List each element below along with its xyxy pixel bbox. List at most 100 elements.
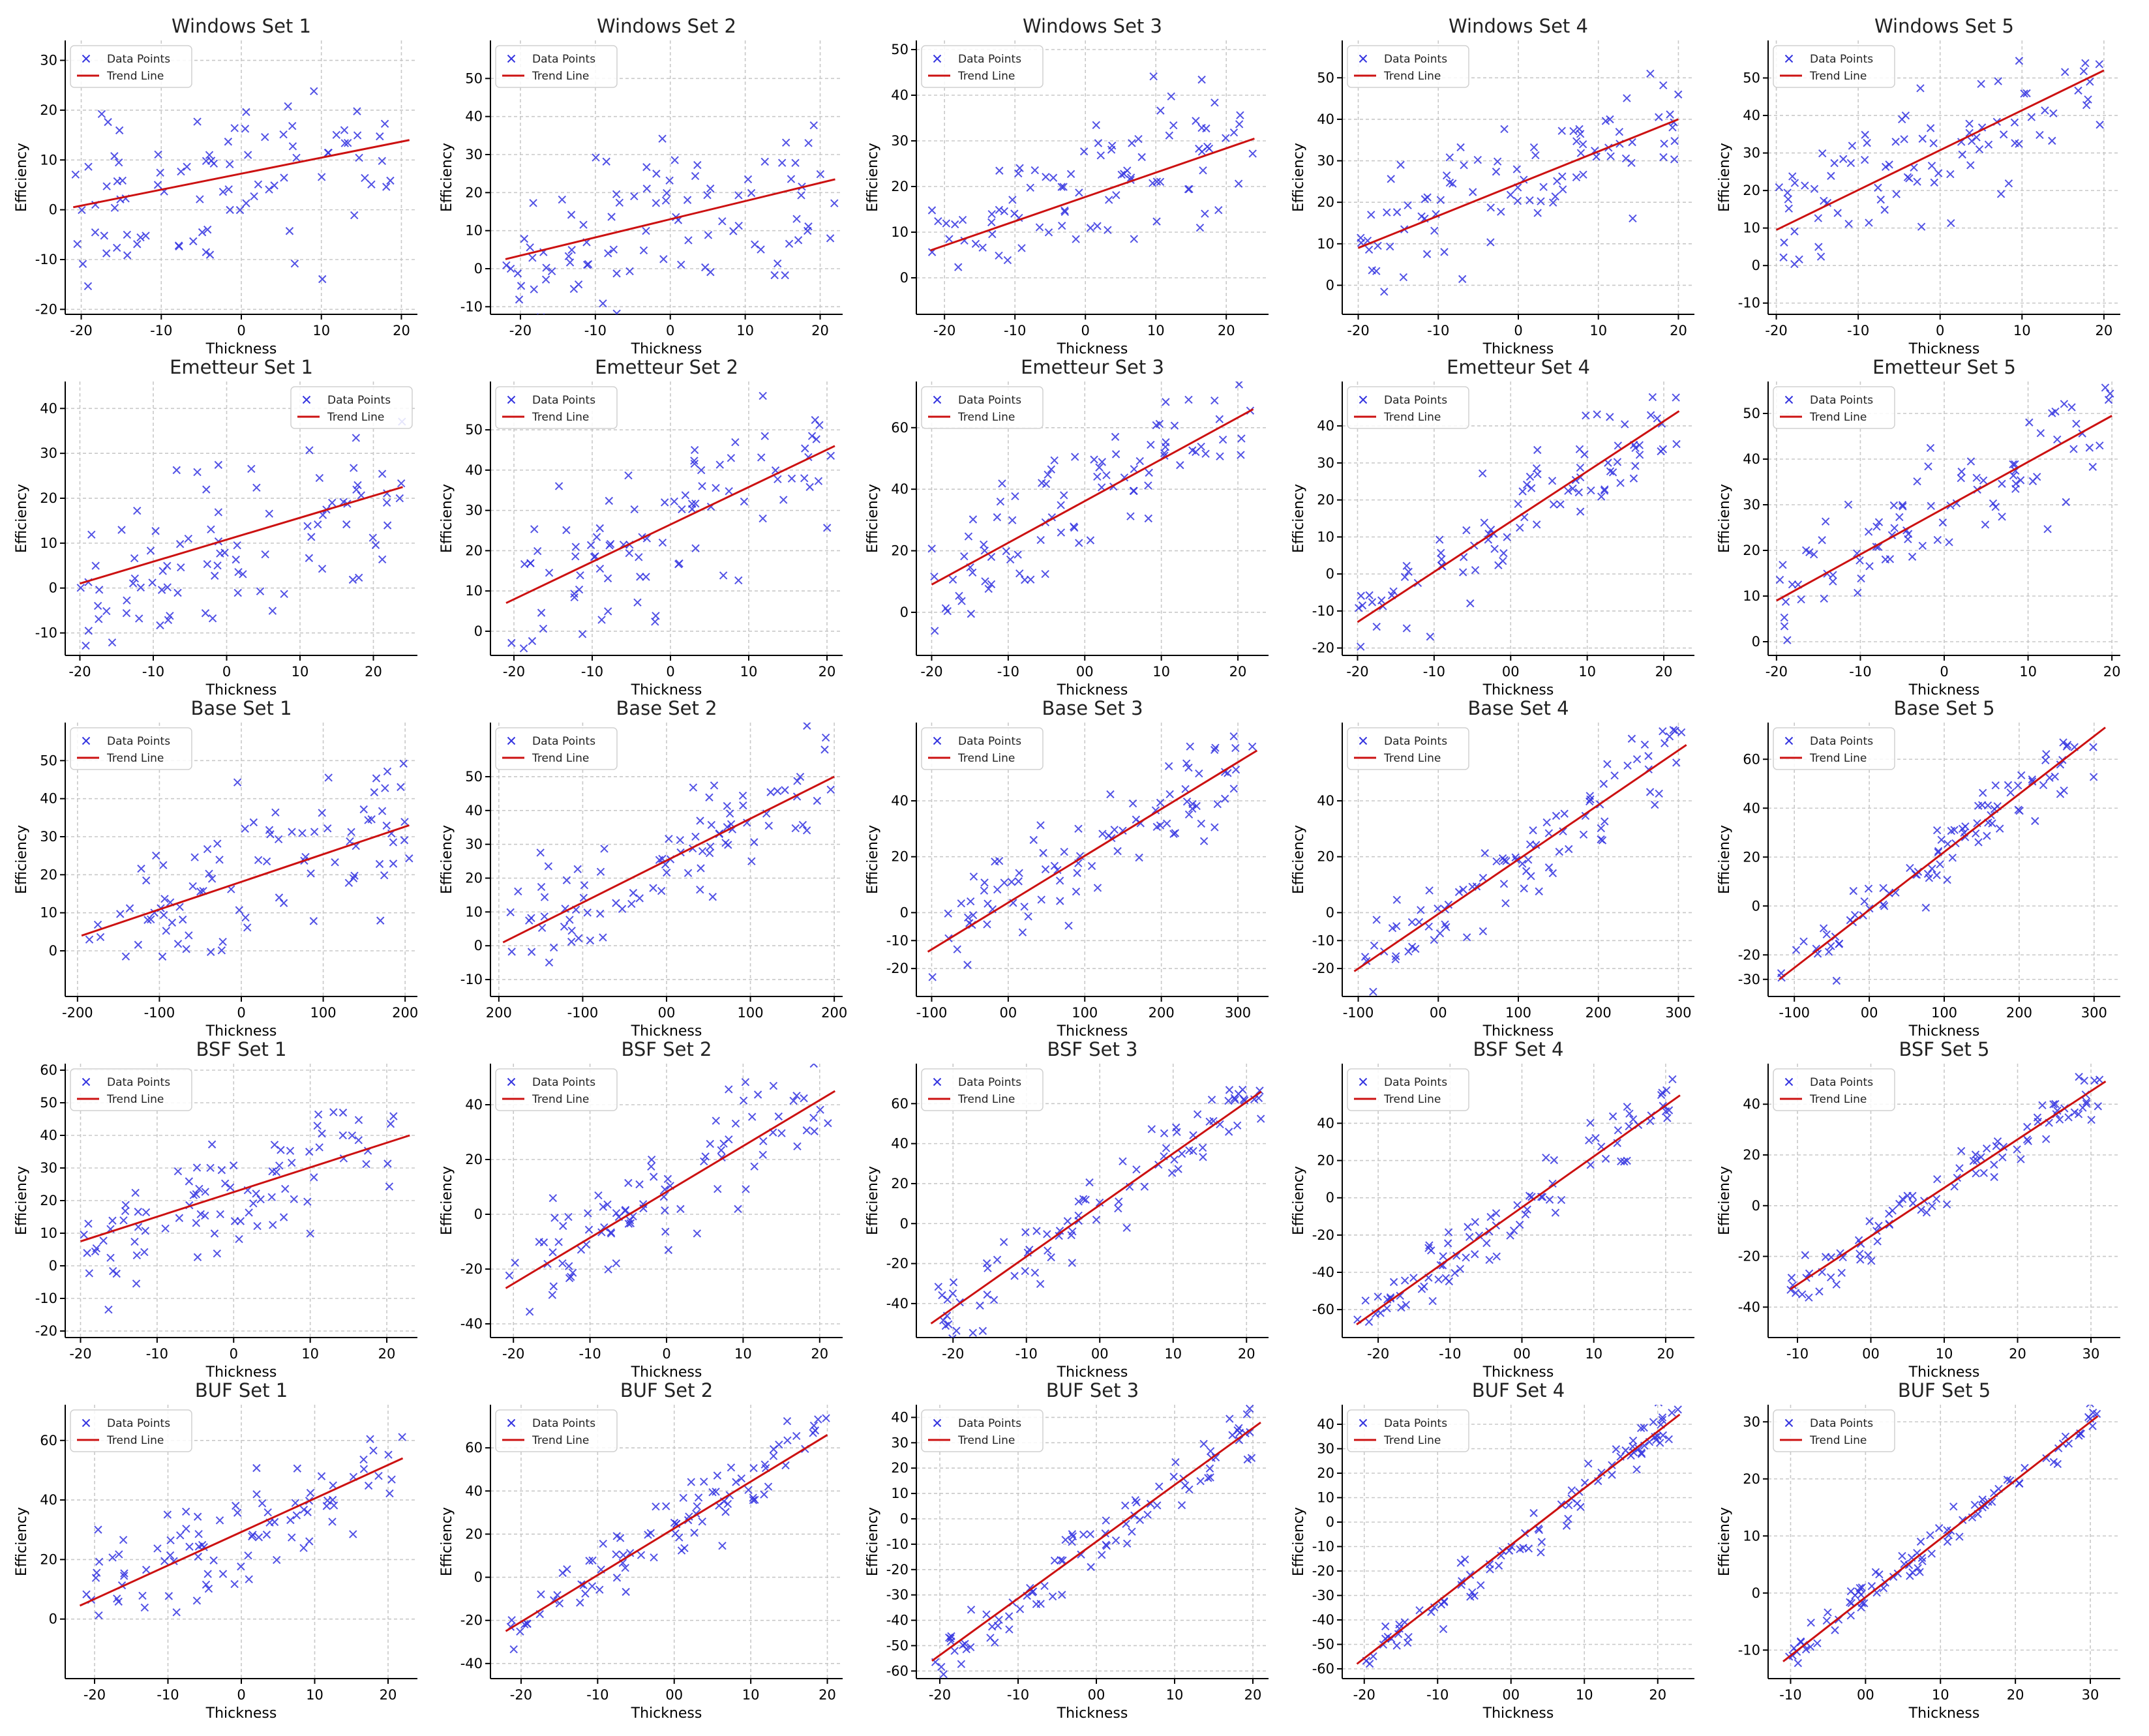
data-point bbox=[1177, 1501, 1186, 1510]
data-point bbox=[1886, 555, 1895, 563]
data-point bbox=[1485, 1560, 1494, 1568]
legend-box bbox=[290, 386, 413, 429]
data-point bbox=[783, 1436, 792, 1444]
data-point bbox=[1625, 1109, 1634, 1118]
data-point bbox=[1121, 1501, 1130, 1510]
y-axis-label: Efficiency bbox=[439, 1507, 455, 1576]
data-point bbox=[696, 885, 704, 894]
data-point bbox=[1574, 488, 1583, 497]
data-point bbox=[256, 587, 265, 595]
data-point bbox=[254, 180, 263, 188]
data-point bbox=[1445, 153, 1454, 162]
data-point bbox=[1074, 824, 1083, 833]
data-point bbox=[944, 1633, 954, 1642]
data-point bbox=[625, 267, 634, 276]
data-point bbox=[1220, 794, 1229, 803]
data-point bbox=[136, 233, 145, 242]
y-tick-label: 20 bbox=[1317, 492, 1334, 508]
data-point bbox=[599, 1203, 607, 1211]
data-point bbox=[515, 295, 524, 304]
y-tick-label: 0 bbox=[1752, 634, 1760, 650]
data-point bbox=[1839, 1253, 1847, 1262]
data-point bbox=[1042, 479, 1051, 488]
data-point bbox=[71, 170, 80, 179]
x-tick-label: 00 bbox=[1502, 664, 1520, 680]
data-point bbox=[1189, 1146, 1197, 1156]
data-point bbox=[113, 1594, 121, 1603]
data-point bbox=[385, 1489, 394, 1498]
data-point bbox=[2010, 118, 2019, 127]
x-axis-label: Thickness bbox=[205, 1705, 277, 1722]
data-point bbox=[1606, 467, 1615, 475]
data-point bbox=[573, 865, 582, 873]
data-point bbox=[1832, 1280, 1841, 1289]
y-axis-label: Efficiency bbox=[865, 143, 881, 212]
x-tick-label: -10 bbox=[1015, 1346, 1038, 1362]
data-point bbox=[658, 134, 667, 143]
x-tick-label: 20 bbox=[2096, 323, 2113, 338]
data-point bbox=[2096, 441, 2104, 450]
data-point bbox=[123, 230, 132, 239]
data-point bbox=[249, 818, 258, 827]
data-point bbox=[548, 1291, 557, 1299]
data-point bbox=[1152, 217, 1161, 226]
data-point bbox=[505, 1271, 514, 1280]
data-point bbox=[277, 1146, 285, 1154]
data-point bbox=[530, 285, 538, 293]
y-tick-label: 40 bbox=[40, 791, 57, 807]
data-point bbox=[292, 153, 301, 162]
legend-label-points: Data Points bbox=[1384, 394, 1447, 407]
data-point bbox=[203, 560, 212, 569]
data-point bbox=[108, 638, 117, 647]
data-point bbox=[1548, 1179, 1557, 1188]
data-point bbox=[317, 173, 326, 181]
data-point bbox=[1068, 1227, 1077, 1236]
data-point bbox=[1830, 158, 1839, 168]
data-point bbox=[1865, 218, 1873, 227]
data-point bbox=[938, 1291, 946, 1300]
data-point bbox=[993, 513, 1002, 522]
data-point bbox=[737, 1474, 745, 1483]
data-point bbox=[93, 920, 102, 929]
y-tick-label: 0 bbox=[1326, 566, 1334, 582]
data-point bbox=[352, 434, 361, 442]
data-point bbox=[1181, 785, 1190, 794]
data-point bbox=[526, 559, 535, 567]
y-tick-label: 40 bbox=[465, 803, 483, 818]
chart-title: Windows Set 5 bbox=[1874, 15, 2014, 37]
legend-box bbox=[1347, 386, 1469, 429]
data-point bbox=[595, 564, 605, 573]
data-point bbox=[104, 1305, 113, 1314]
data-point bbox=[2074, 1110, 2083, 1118]
data-point bbox=[2071, 371, 2079, 378]
data-point bbox=[759, 514, 767, 523]
data-point bbox=[102, 249, 111, 258]
data-point bbox=[134, 1207, 142, 1216]
data-point bbox=[1128, 1527, 1136, 1536]
data-point bbox=[1188, 800, 1197, 809]
data-point bbox=[133, 506, 142, 515]
data-point bbox=[571, 552, 580, 561]
data-point bbox=[502, 261, 511, 270]
data-point bbox=[188, 882, 197, 891]
data-point bbox=[537, 1590, 545, 1599]
data-point bbox=[1933, 1175, 1942, 1184]
data-point bbox=[108, 1553, 117, 1562]
data-point bbox=[618, 905, 627, 913]
data-point bbox=[1809, 550, 1818, 559]
data-point bbox=[514, 887, 522, 896]
data-point bbox=[1600, 486, 1609, 495]
x-tick-label: 20 bbox=[819, 1687, 836, 1703]
legend-box bbox=[921, 727, 1044, 770]
data-point bbox=[1798, 1290, 1807, 1299]
data-point bbox=[1386, 242, 1394, 251]
y-tick-label: -40 bbox=[886, 1296, 909, 1311]
data-point bbox=[1846, 1611, 1855, 1620]
y-axis-label: Efficiency bbox=[439, 1166, 455, 1235]
data-point bbox=[1060, 206, 1069, 215]
data-point bbox=[1972, 473, 1981, 482]
data-point bbox=[1586, 1118, 1595, 1128]
legend-marker-icon bbox=[1784, 54, 1794, 63]
